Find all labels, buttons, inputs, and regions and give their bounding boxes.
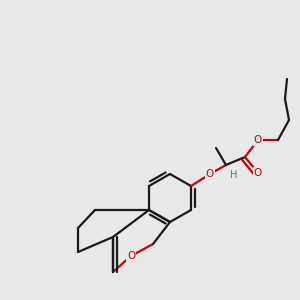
Text: O: O bbox=[127, 251, 135, 261]
Text: O: O bbox=[254, 135, 262, 145]
Text: H: H bbox=[230, 170, 238, 180]
Text: O: O bbox=[254, 168, 262, 178]
Text: O: O bbox=[206, 169, 214, 179]
